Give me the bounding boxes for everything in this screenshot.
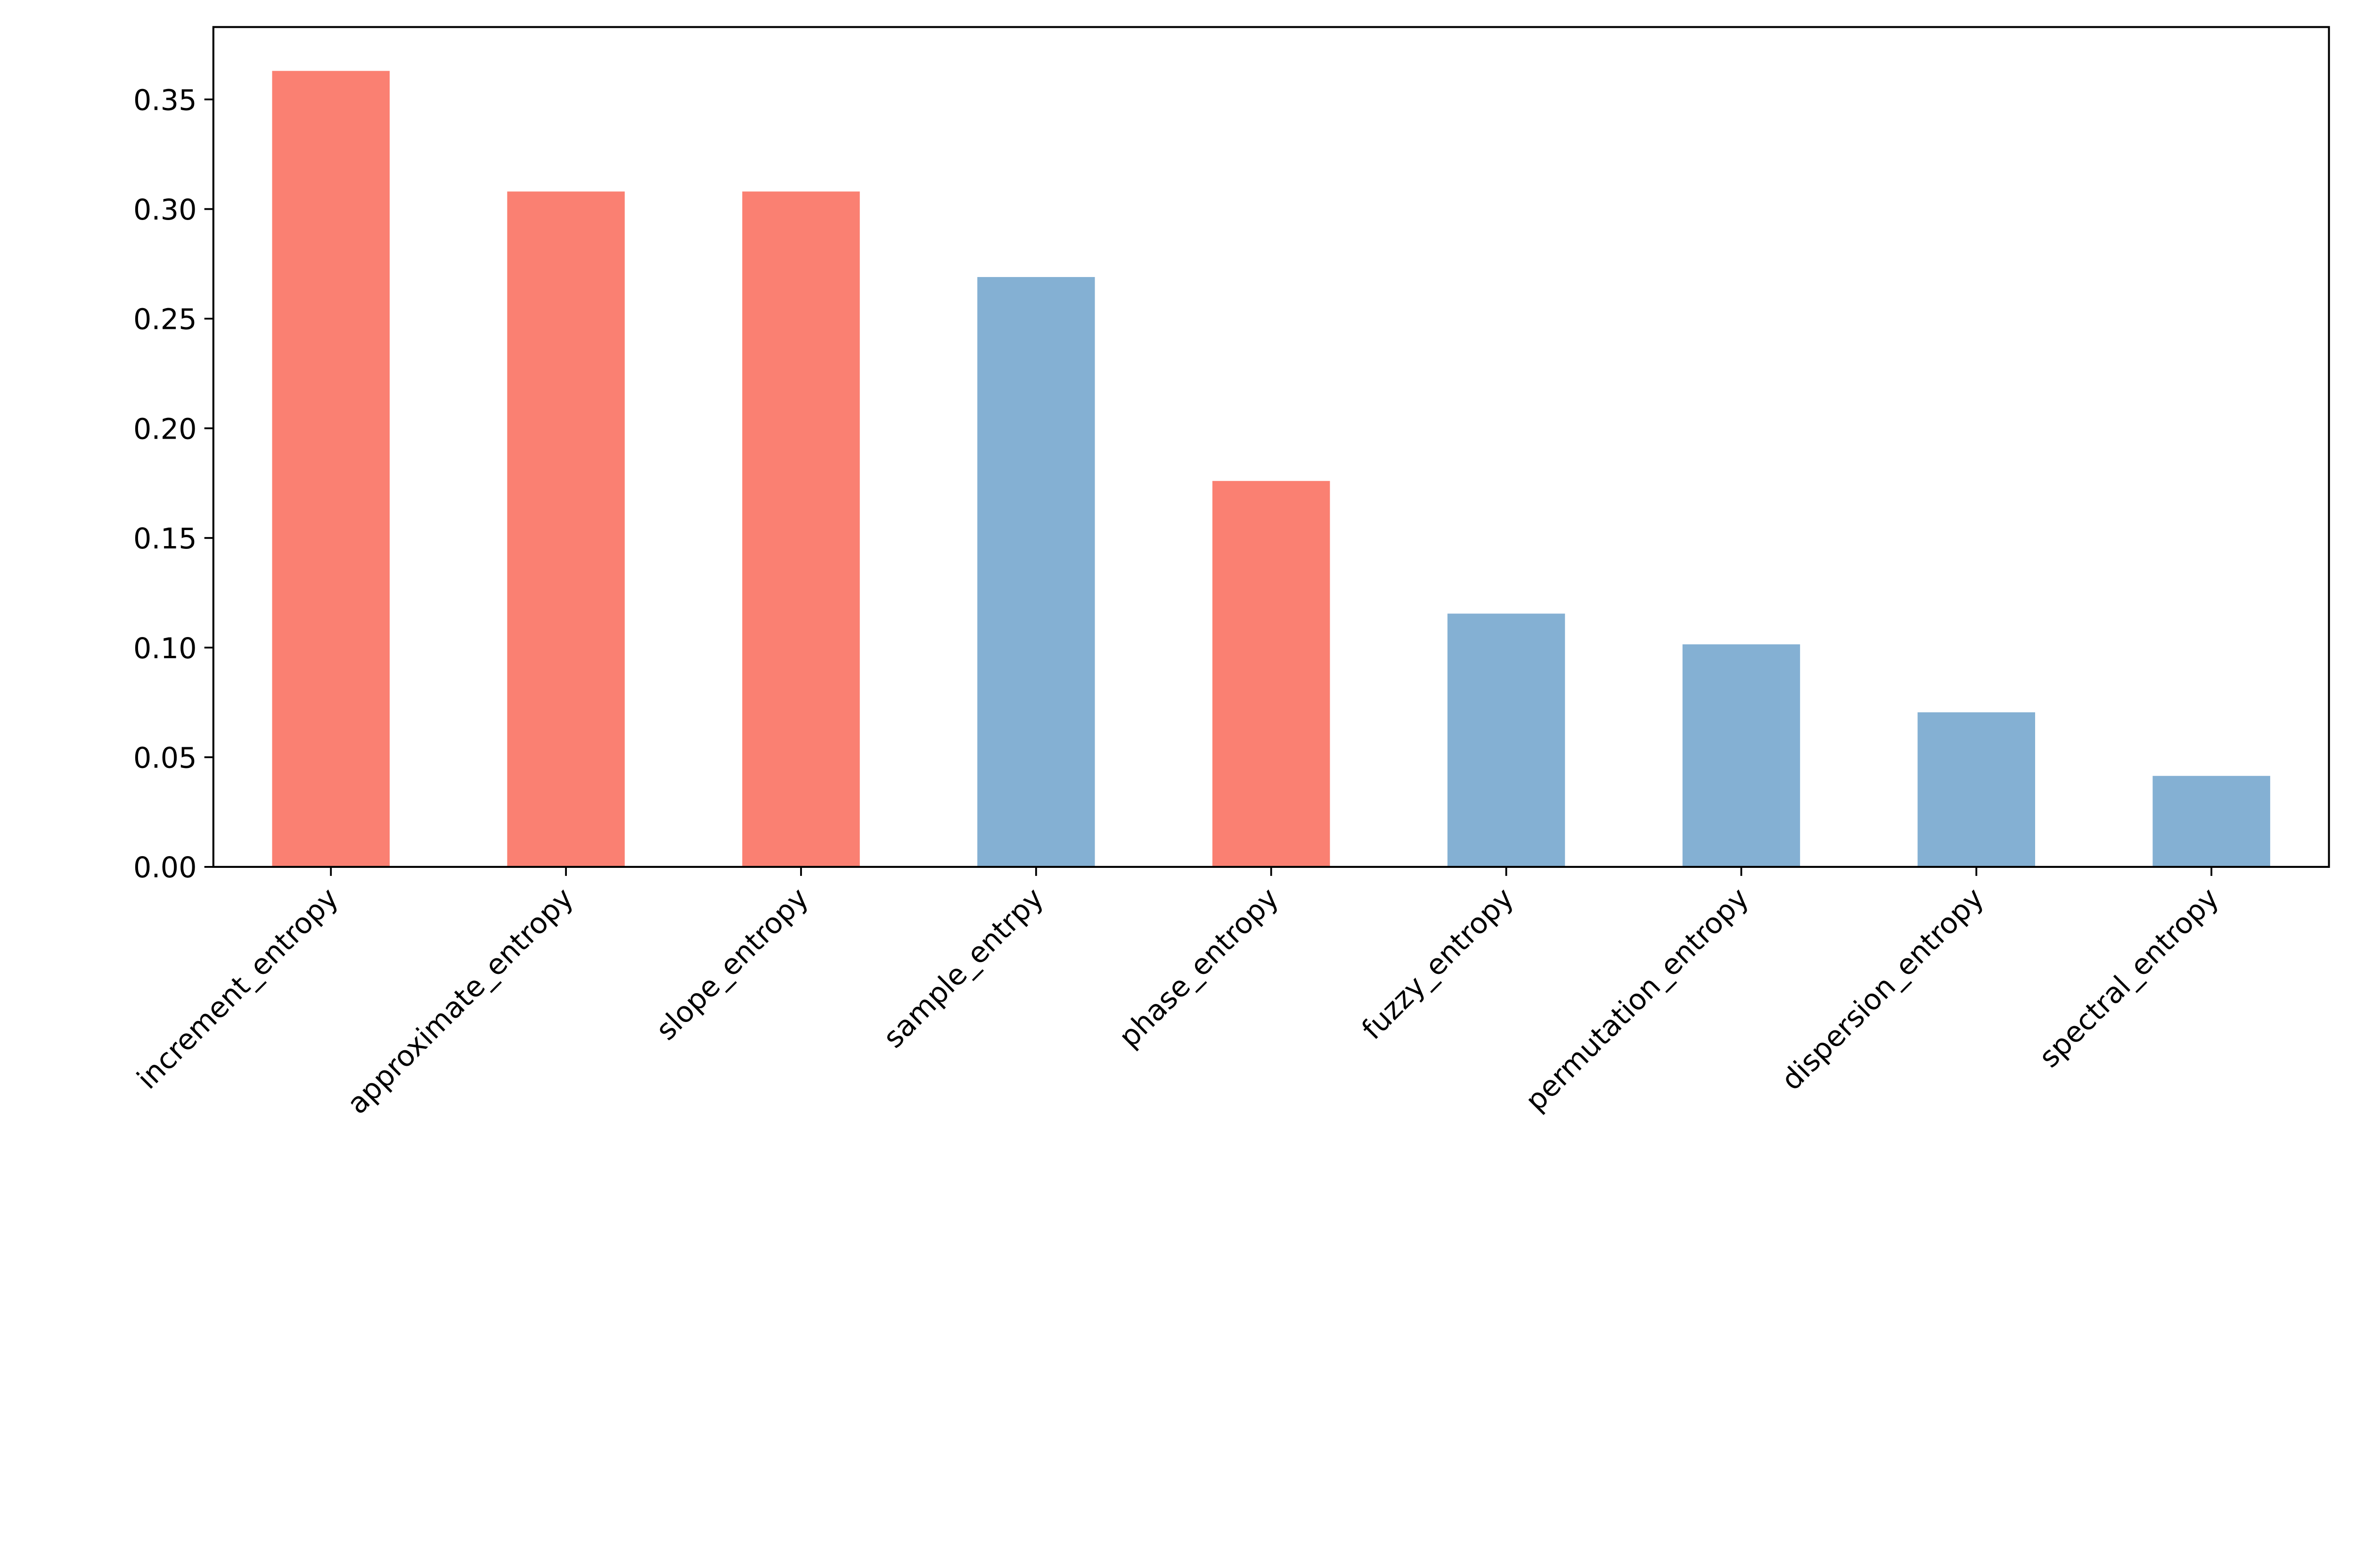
bar-spectral_entropy — [2152, 776, 2270, 867]
y-tick-label: 0.15 — [133, 523, 197, 555]
bar-sample_entrpy — [977, 277, 1095, 867]
bar-increment_entropy — [272, 71, 390, 867]
x-tick-label: sample_entrpy — [877, 882, 1050, 1054]
x-tick-label: dispersion_entropy — [1775, 882, 1990, 1097]
bar-slope_entropy — [742, 191, 860, 867]
bar-approximate_entropy — [507, 191, 625, 867]
y-tick-label: 0.25 — [133, 303, 197, 336]
bar-permutation_entropy — [1682, 644, 1800, 867]
x-tick-label: phase_entropy — [1113, 882, 1285, 1054]
bar-fuzzy_entropy — [1447, 613, 1565, 867]
y-axis: 0.00 0.05 0.10 0.15 0.20 0.25 0.30 0.35 — [133, 84, 213, 884]
x-tick-label: spectral_entropy — [2033, 882, 2225, 1074]
x-tick-label: increment_entropy — [131, 882, 345, 1095]
y-tick-label: 0.35 — [133, 84, 197, 117]
y-tick-label: 0.10 — [133, 632, 197, 665]
y-tick-label: 0.05 — [133, 742, 197, 775]
x-tick-label: permutation_entropy — [1519, 882, 1755, 1118]
x-tick-label: approximate_entropy — [341, 882, 580, 1120]
y-tick-label: 0.00 — [133, 851, 197, 884]
bar-dispersion_entropy — [1917, 712, 2036, 867]
y-tick-label: 0.30 — [133, 194, 197, 227]
bars — [272, 71, 2270, 867]
x-tick-label: slope_entropy — [650, 882, 815, 1047]
bar-chart: 0.00 0.05 0.10 0.15 0.20 0.25 0.30 0.35 increme… — [131, 26, 2330, 1120]
x-tick-label: fuzzy_entropy — [1356, 882, 1520, 1046]
y-tick-label: 0.20 — [133, 413, 197, 446]
bar-phase_entropy — [1212, 481, 1330, 867]
